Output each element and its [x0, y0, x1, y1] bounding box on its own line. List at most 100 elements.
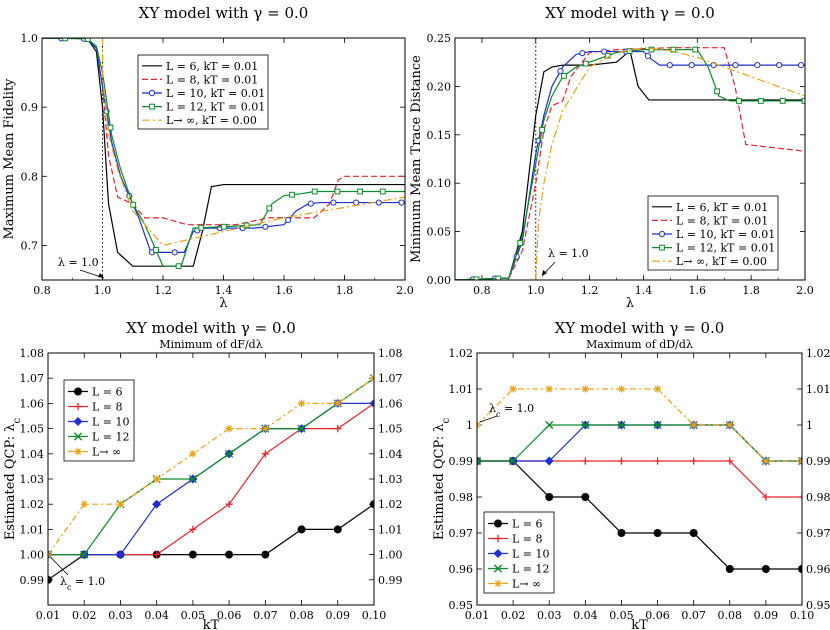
legend-label: L→ ∞	[512, 578, 541, 591]
data-point	[189, 525, 197, 533]
x-tick-label: 0.05	[609, 609, 634, 622]
y-tick-label-right: 0.99	[378, 574, 403, 587]
legend-label: L→ ∞	[92, 446, 121, 459]
plot-frame	[41, 37, 406, 281]
chart-title: XY model with γ = 0.0	[545, 4, 715, 22]
legend-marker	[493, 564, 503, 573]
y-tick-label-right: 1.08	[378, 347, 403, 360]
data-point	[398, 199, 405, 206]
chart-title: XY model with γ = 0.0	[555, 319, 725, 337]
legend-label: L = 12, kT = 0.01	[676, 242, 775, 255]
data-point	[689, 529, 698, 537]
series-line-1	[48, 503, 374, 581]
series-line-2	[477, 460, 802, 498]
y-tick-label: 0.05	[427, 226, 452, 239]
y-tick-label: 0.99	[20, 574, 45, 587]
data-point	[644, 52, 652, 59]
legend-marker	[658, 230, 666, 238]
data-point	[188, 474, 197, 484]
x-axis-label: λ	[626, 296, 634, 311]
data-point	[473, 276, 480, 280]
x-tick-label: 2.0	[796, 284, 814, 297]
x-tick-label: 0.8	[473, 284, 491, 297]
legend-label: L→ ∞, kT = 0.00	[676, 255, 767, 268]
y-tick-label: 1.01	[449, 383, 474, 396]
data-point	[334, 425, 342, 433]
data-point	[261, 425, 269, 433]
data-point	[732, 62, 739, 69]
data-point	[379, 188, 386, 195]
y-tick-label-right: 1.04	[378, 448, 403, 461]
data-point	[353, 199, 360, 206]
series-line-4	[42, 38, 405, 267]
data-point	[762, 493, 770, 501]
series-line-2	[455, 47, 805, 280]
data-point	[798, 565, 802, 573]
data-point	[757, 98, 764, 104]
y-axis-label: Estimated QCP: λc	[3, 417, 23, 540]
critical-annotation: λ = 1.0	[548, 247, 589, 260]
x-tick-label: 0.09	[754, 609, 779, 622]
data-point	[369, 398, 374, 408]
data-point	[581, 457, 589, 465]
legend-marker	[73, 432, 83, 441]
legend-label: L→ ∞, kT = 0.00	[166, 114, 257, 127]
legend-label: L = 8, kT = 0.01	[166, 73, 258, 86]
y-tick-label-right: 1.01	[806, 383, 830, 396]
legend-label: L = 6	[512, 518, 543, 531]
x-tick-label: 1.6	[689, 284, 707, 297]
legend-marker	[74, 402, 82, 411]
x-tick-label: 0.03	[108, 609, 133, 622]
data-point	[261, 450, 269, 458]
y-tick-label-right: 1.06	[378, 397, 403, 410]
data-point	[653, 420, 662, 430]
data-point	[175, 263, 182, 270]
x-tick-label: 0.03	[537, 609, 562, 622]
legend: L = 6 L = 8 L = 10 L = 12 L→ ∞	[63, 379, 135, 462]
legend-marker	[659, 244, 665, 251]
x-tick-label: 1.8	[336, 284, 354, 297]
legend: L = 6, kT = 0.01L = 8, kT = 0.01L = 10, …	[137, 54, 269, 130]
legend-label: L = 12	[512, 563, 550, 576]
data-point	[495, 275, 502, 280]
series-line-1	[455, 49, 805, 280]
annotation-tail: = 1.0	[71, 575, 105, 588]
data-point	[653, 529, 662, 537]
data-point	[297, 424, 306, 433]
data-point	[333, 525, 342, 534]
data-point	[617, 457, 626, 465]
x-tick-label: 1.4	[215, 284, 233, 297]
data-point	[579, 50, 586, 57]
data-point	[617, 385, 626, 393]
data-point	[198, 224, 205, 231]
chart-2: XY model with γ = 0.0 0.8 1.0 1.2 1.4 1.6 1.8 2…	[409, 4, 814, 311]
legend-label: L = 10, kT = 0.01	[676, 228, 775, 241]
data-point	[225, 449, 234, 458]
y-tick-label: 0.7	[21, 239, 39, 252]
data-point	[626, 48, 633, 55]
data-point	[225, 500, 233, 508]
data-point	[545, 493, 554, 501]
data-point	[116, 500, 125, 508]
y-tick-label: 1.02	[449, 347, 474, 360]
legend-label: L = 12	[92, 431, 130, 444]
data-point	[539, 126, 545, 133]
y-tick-label-right: 0.99	[806, 455, 830, 468]
legend-label: L = 12, kT = 0.01	[166, 101, 265, 114]
data-point	[617, 420, 626, 430]
data-point	[726, 457, 734, 465]
data-point	[666, 62, 673, 69]
chart-title: XY model with γ = 0.0	[126, 319, 296, 337]
data-point	[581, 420, 590, 430]
y-tick-label: 0.9	[21, 101, 39, 114]
x-tick-label: 1.4	[635, 284, 653, 297]
y-tick-label-right: 0.97	[806, 527, 830, 540]
x-tick-label: 0.8	[33, 284, 51, 297]
data-point	[517, 240, 524, 246]
y-tick-label: 0.97	[449, 527, 474, 540]
data-point	[48, 575, 52, 584]
data-point	[334, 399, 342, 407]
x-axis-label: kT	[631, 618, 648, 630]
x-tick-label: 1.2	[581, 284, 599, 297]
